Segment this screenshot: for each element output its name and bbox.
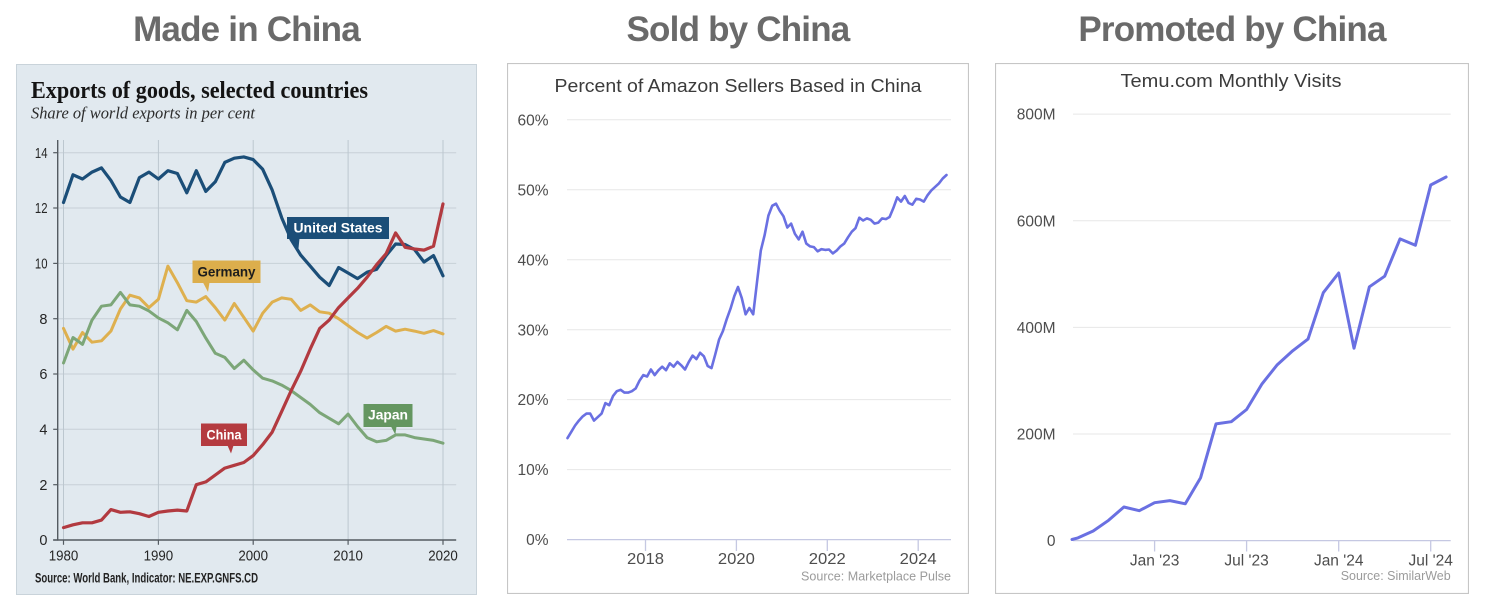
svg-text:United States: United States (294, 220, 383, 236)
svg-text:Source: SimilarWeb: Source: SimilarWeb (1341, 569, 1451, 583)
svg-text:2000: 2000 (238, 549, 268, 565)
svg-text:8: 8 (39, 312, 47, 328)
svg-text:Share of world exports in per: Share of world exports in per cent (31, 104, 256, 123)
svg-text:2018: 2018 (627, 551, 664, 568)
svg-text:China: China (207, 427, 242, 443)
svg-text:Germany: Germany (198, 264, 256, 280)
svg-text:0: 0 (1047, 533, 1056, 550)
svg-text:4: 4 (39, 423, 47, 439)
svg-text:0%: 0% (526, 532, 549, 549)
svg-text:2020: 2020 (428, 549, 458, 565)
svg-text:1990: 1990 (144, 549, 174, 565)
svg-text:20%: 20% (517, 392, 548, 409)
svg-text:200M: 200M (1017, 427, 1056, 444)
svg-text:Source: Marketplace Pulse: Source: Marketplace Pulse (801, 570, 951, 584)
svg-text:2010: 2010 (333, 549, 363, 565)
svg-text:400M: 400M (1017, 320, 1056, 337)
svg-text:6: 6 (39, 367, 47, 383)
svg-text:600M: 600M (1017, 213, 1056, 230)
svg-text:2020: 2020 (718, 551, 755, 568)
svg-text:Jan '24: Jan '24 (1314, 553, 1364, 570)
svg-text:2022: 2022 (809, 551, 846, 568)
svg-text:12: 12 (35, 201, 48, 217)
svg-text:60%: 60% (517, 112, 548, 129)
svg-text:0: 0 (39, 533, 47, 549)
svg-text:1980: 1980 (49, 549, 79, 565)
svg-text:Percent of Amazon Sellers Base: Percent of Amazon Sellers Based in China (555, 76, 923, 96)
svg-text:Jan '23: Jan '23 (1130, 553, 1180, 570)
svg-text:Jul '23: Jul '23 (1224, 553, 1268, 570)
svg-text:14: 14 (35, 146, 48, 162)
svg-text:10%: 10% (517, 462, 548, 479)
svg-text:800M: 800M (1017, 107, 1056, 124)
svg-text:2: 2 (39, 478, 47, 494)
svg-text:30%: 30% (517, 322, 548, 339)
svg-text:Temu.com Monthly Visits: Temu.com Monthly Visits (1121, 71, 1342, 91)
svg-text:10: 10 (35, 257, 48, 273)
svg-text:40%: 40% (517, 252, 548, 269)
svg-text:Source: World Bank, Indicator:: Source: World Bank, Indicator: NE.EXP.GN… (35, 571, 258, 586)
svg-text:Exports of goods, selected cou: Exports of goods, selected countries (31, 78, 368, 104)
svg-text:50%: 50% (517, 182, 548, 199)
svg-text:Japan: Japan (368, 407, 408, 423)
svg-text:2024: 2024 (900, 551, 937, 568)
svg-text:Jul '24: Jul '24 (1409, 553, 1454, 570)
